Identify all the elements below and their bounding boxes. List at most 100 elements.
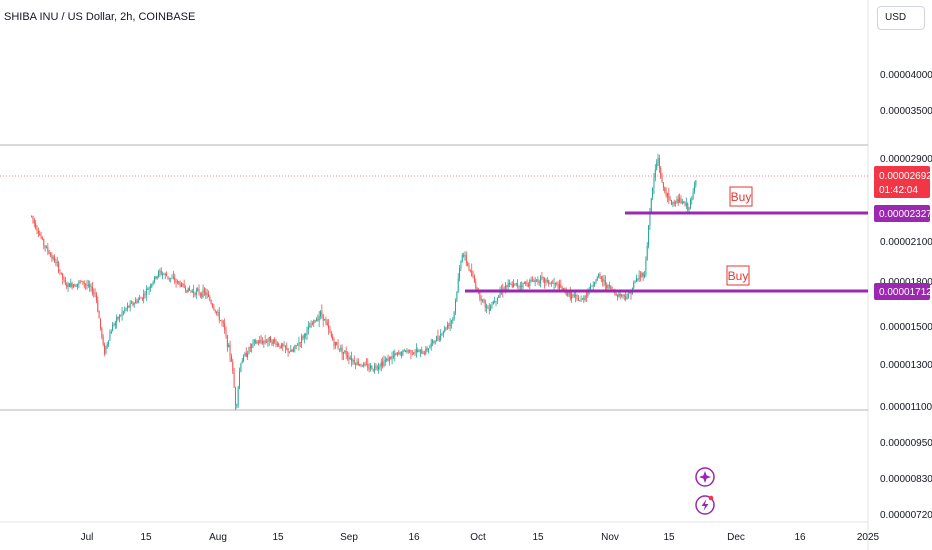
- time-tick-label: 15: [663, 532, 675, 543]
- candle-body: [255, 340, 257, 344]
- candle-body: [438, 338, 440, 340]
- candle-body: [391, 355, 393, 359]
- sparkle-icon[interactable]: [695, 467, 715, 487]
- candle-body: [398, 352, 400, 354]
- candle-body: [240, 363, 242, 372]
- candle-body: [480, 298, 482, 301]
- candle-body: [687, 203, 689, 210]
- candle-body: [225, 329, 227, 336]
- candle-body: [166, 273, 168, 277]
- time-axis[interactable]: Jul 15 Aug 15 Sep 16 Oct 15 Nov 15 Dec 1…: [81, 532, 880, 543]
- candle-body: [47, 247, 49, 252]
- candle-body: [392, 355, 394, 357]
- candle-body: [549, 283, 551, 285]
- candle-body: [131, 302, 133, 304]
- candle-body: [662, 182, 664, 188]
- candle-body: [72, 284, 74, 288]
- candle-body: [531, 280, 533, 282]
- candle-body: [78, 281, 80, 284]
- buy-annotation-lower[interactable]: Buy: [726, 265, 750, 286]
- candle-body: [469, 269, 471, 271]
- candle-body: [627, 293, 629, 298]
- price-tick-label: 0.00001300: [880, 360, 932, 371]
- buy-annotation-upper[interactable]: Buy: [729, 186, 753, 207]
- candle-body: [314, 320, 316, 322]
- candle-body: [579, 300, 581, 302]
- candle-body: [533, 281, 535, 283]
- candle-body: [51, 255, 53, 259]
- price-axis[interactable]: 0.00004000 0.00003500 0.00002900 0.00002…: [880, 70, 932, 521]
- candle-body: [590, 285, 592, 291]
- candle-body: [59, 271, 61, 273]
- candle-body: [297, 345, 299, 346]
- candle-body: [294, 345, 296, 349]
- candle-body: [368, 368, 370, 370]
- candle-body: [274, 339, 276, 342]
- candle-body: [230, 356, 232, 362]
- candle-body: [363, 363, 365, 366]
- last-price-tag-box: [874, 166, 930, 198]
- candle-body: [475, 282, 477, 289]
- candle-body: [685, 203, 687, 206]
- lightning-alert-icon[interactable]: [695, 495, 715, 515]
- candle-body: [52, 257, 54, 259]
- candle-body: [333, 340, 335, 346]
- candle-body: [545, 280, 547, 283]
- candle-body: [572, 294, 574, 297]
- candle-body: [419, 349, 421, 352]
- candle-body: [44, 245, 46, 248]
- candle-body: [222, 322, 224, 324]
- candle-body: [479, 290, 481, 299]
- candle-body: [525, 282, 527, 284]
- candle-body: [310, 323, 312, 328]
- candle-body: [625, 296, 627, 300]
- candle-body: [311, 323, 313, 325]
- candle-body: [550, 282, 552, 284]
- candle-body: [387, 358, 389, 362]
- candle-body: [446, 325, 448, 329]
- candle-body: [437, 336, 439, 339]
- candle-body: [287, 348, 289, 353]
- candle-body: [299, 342, 301, 344]
- candle-body: [361, 365, 363, 367]
- candle-body: [432, 340, 434, 344]
- candle-body: [126, 305, 128, 309]
- candle-body: [306, 329, 308, 336]
- candle-body: [584, 296, 586, 300]
- candle-body: [633, 282, 635, 289]
- candle-body: [176, 281, 178, 283]
- candle-body: [428, 348, 430, 351]
- candle-body: [548, 280, 550, 285]
- candle-body: [553, 283, 555, 284]
- candle-body: [672, 202, 674, 205]
- candle-body: [155, 276, 157, 279]
- candle-body: [617, 295, 619, 297]
- currency-button[interactable]: USD: [877, 6, 925, 30]
- candle-body: [136, 300, 138, 303]
- time-tick-label: Dec: [727, 532, 745, 543]
- candle-body: [693, 185, 695, 192]
- candle-body: [610, 285, 612, 290]
- candle-body: [148, 287, 150, 290]
- candle-body: [129, 303, 131, 308]
- candle-body: [526, 282, 528, 285]
- candle-body: [452, 318, 454, 321]
- candle-body: [513, 283, 515, 287]
- candle-body: [271, 342, 273, 345]
- candle-body: [421, 349, 423, 354]
- candle-body: [244, 353, 246, 356]
- candle-body: [619, 293, 621, 297]
- time-tick-label: 16: [408, 532, 420, 543]
- candle-body: [376, 367, 378, 369]
- candle-body: [253, 340, 255, 342]
- candle-body: [214, 309, 216, 312]
- candle-body: [603, 279, 605, 282]
- candle-body: [460, 261, 462, 269]
- candle-body: [390, 356, 392, 359]
- candle-body: [683, 201, 685, 204]
- candle-body: [587, 291, 589, 297]
- candle-body: [510, 284, 512, 285]
- candle-body: [542, 277, 544, 279]
- candle-body: [106, 343, 108, 347]
